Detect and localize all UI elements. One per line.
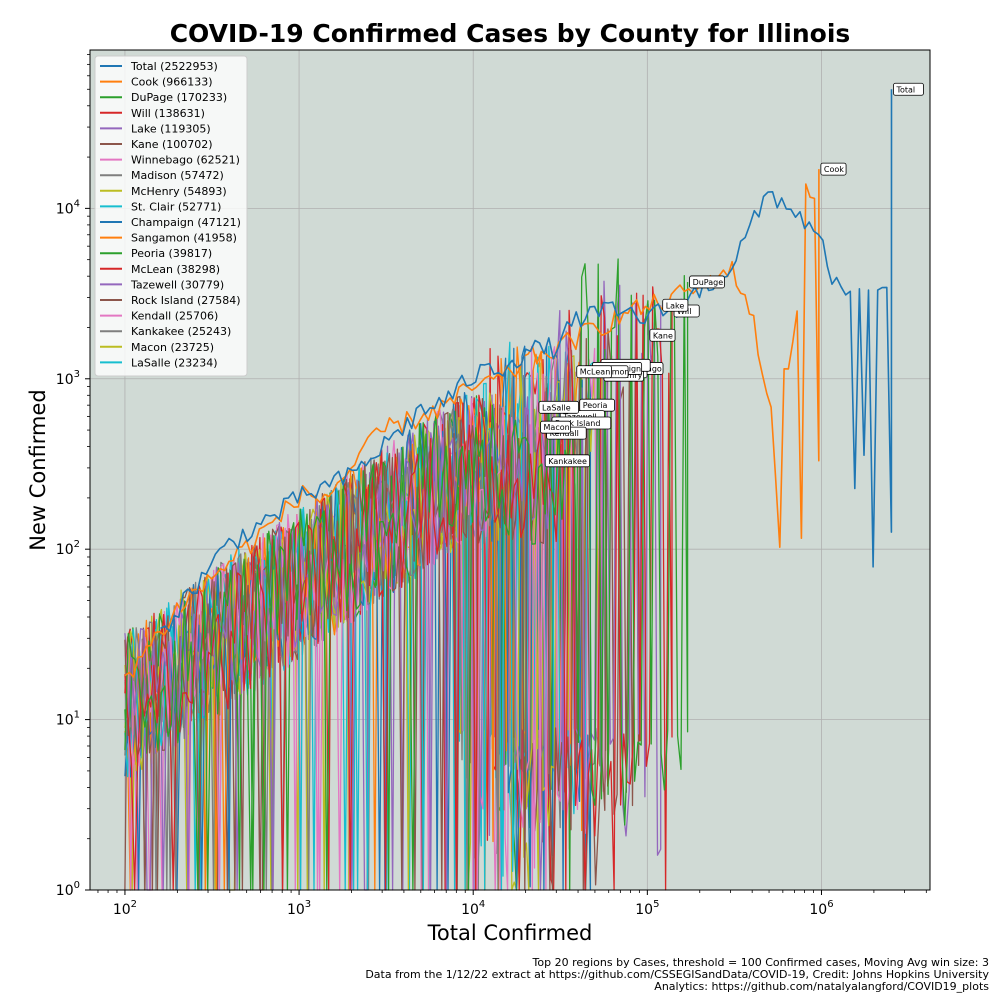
series-annotation-text: Kane: [653, 331, 673, 340]
series-annotation: Peoria: [579, 398, 615, 412]
series-lines: [124, 89, 893, 891]
y-tick-label: 103: [56, 369, 80, 388]
legend-entry: McHenry (54893): [131, 185, 227, 198]
legend-entry: Kendall (25706): [131, 310, 218, 323]
chart-title: COVID-19 Confirmed Cases by County for I…: [170, 19, 851, 48]
legend-entry: Lake (119305): [131, 122, 211, 135]
series-annotation-text: Kendall: [550, 429, 579, 438]
series-annotation-text: Total: [895, 85, 915, 94]
x-tick-label: 103: [287, 899, 311, 918]
y-axis-label: New Confirmed: [26, 389, 50, 551]
axis-ticks: 102 103 104 105 106 100 101 102 103 104: [56, 54, 927, 918]
series-line-total: [160, 89, 893, 632]
series-annotation-box: [820, 162, 847, 176]
x-tick-label: 102: [113, 899, 137, 918]
x-axis-label: Total Confirmed: [427, 921, 593, 945]
y-tick-label: 102: [56, 539, 80, 558]
series-annotation: Lake: [662, 298, 689, 312]
legend-entry: Tazewell (30779): [130, 278, 224, 291]
legend-entry: Rock Island (27584): [131, 294, 241, 307]
legend-entry: Macon (23725): [131, 341, 214, 354]
legend-entry: McLean (38298): [131, 263, 220, 276]
series-annotation-text: Peoria: [583, 401, 608, 410]
series-annotation-box: [689, 275, 725, 289]
series-annotation-text: LaSalle: [542, 403, 571, 412]
legend-entry: Sangamon (41958): [131, 232, 237, 245]
y-tick-label: 100: [56, 880, 80, 899]
series-annotation-text: DuPage: [693, 278, 724, 287]
footer-line-1: Top 20 regions by Cases, threshold = 100…: [532, 956, 989, 969]
legend-entry: Champaign (47121): [131, 216, 241, 229]
series-annotation-text: Macon: [544, 423, 570, 432]
y-tick-label: 101: [56, 710, 80, 729]
series-annotation-text: Rock Island: [555, 419, 600, 428]
series-annotation-text: Cook: [824, 165, 844, 174]
series-annotation-text: Lake: [666, 301, 685, 310]
legend-entry: DuPage (170233): [131, 91, 227, 104]
series-annotation: Cook: [820, 162, 847, 176]
series-annotation: DuPage: [689, 275, 725, 289]
series-annotation-box: [893, 82, 924, 96]
series-annotation: Macon: [540, 420, 571, 434]
legend-entry: Peoria (39817): [131, 247, 212, 260]
x-tick-label: 105: [635, 899, 659, 918]
x-tick-label: 104: [461, 899, 485, 918]
series-annotation-box: [540, 420, 571, 434]
legend-entry: Kankakee (25243): [131, 325, 231, 338]
legend-entry: St. Clair (52771): [131, 200, 221, 213]
legend-entry: Madison (57472): [131, 169, 224, 182]
legend-entry: Total (2522953): [130, 60, 218, 73]
series-annotation-box: [649, 328, 676, 342]
series-line-dupage: [124, 258, 689, 891]
legend-entry: Cook (966133): [131, 76, 213, 89]
series-annotation-box: [538, 400, 579, 414]
series-annotation-box: [544, 454, 591, 468]
series-annotation: Total: [893, 82, 924, 96]
legend-entry: LaSalle (23234): [131, 356, 218, 369]
series-annotations: TotalCookDuPageWillLakeKaneWinnebagoMadi…: [538, 82, 924, 468]
series-annotation-text: Kankakee: [548, 457, 587, 466]
x-tick-label: 106: [809, 899, 833, 918]
series-annotation: LaSalle: [538, 400, 579, 414]
plot-frame: [89, 49, 931, 891]
series-annotation: Kankakee: [544, 454, 591, 468]
series-annotation-text: McLean: [580, 368, 611, 377]
legend-frame: [94, 55, 248, 377]
legend-entry: Winnebago (62521): [131, 154, 240, 167]
legend: Total (2522953) Cook (966133) DuPage (1702…: [94, 55, 248, 377]
footer-line-2: Data from the 1/12/22 extract at https:/…: [365, 968, 989, 981]
series-annotation-box: [662, 298, 689, 312]
series-annotation-box: [576, 365, 612, 379]
legend-entry: Will (138631): [131, 107, 205, 120]
y-tick-label: 104: [56, 198, 80, 217]
footer-line-3: Analytics: https://github.com/natalyalan…: [654, 980, 989, 993]
legend-entry: Kane (100702): [131, 138, 213, 151]
series-line-will: [124, 286, 673, 891]
series-annotation: Kane: [649, 328, 676, 342]
series-annotation: McLean: [576, 365, 612, 379]
